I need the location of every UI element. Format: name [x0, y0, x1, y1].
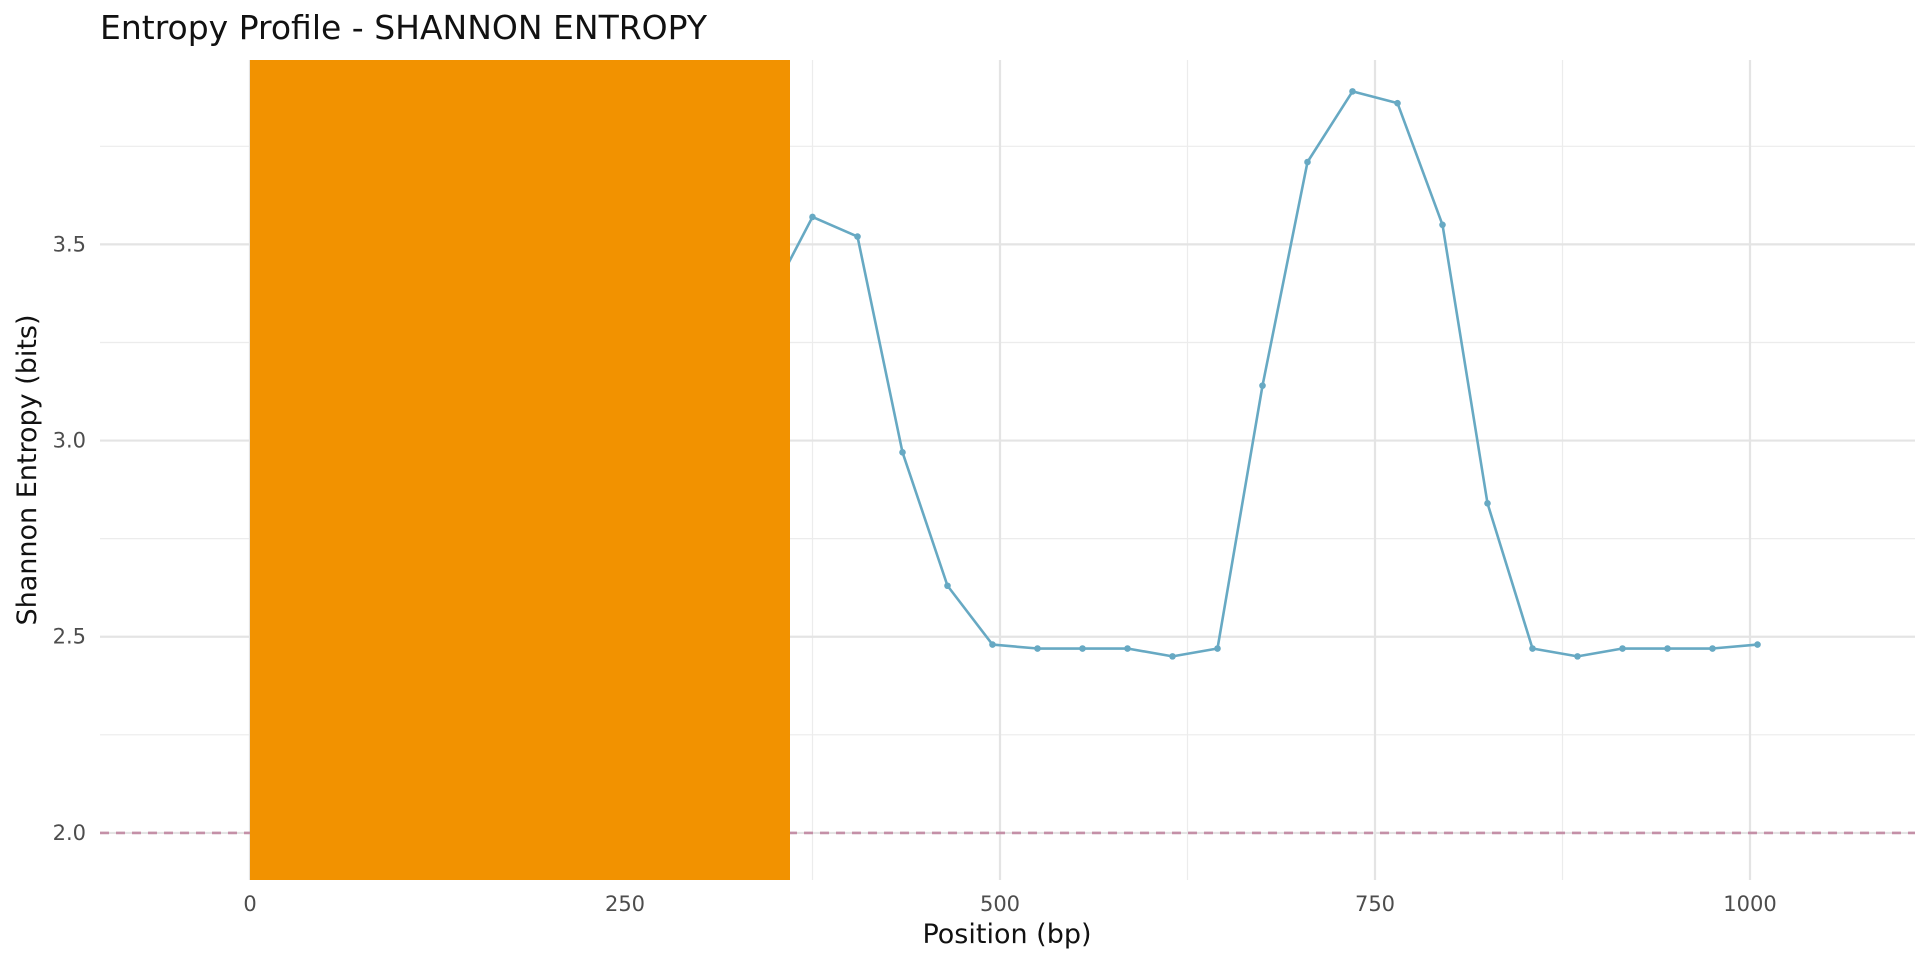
data-point: [1034, 645, 1041, 652]
data-point: [1124, 645, 1131, 652]
data-point: [1439, 221, 1446, 229]
data-point: [1349, 88, 1356, 95]
data-point: [1709, 645, 1716, 652]
data-point: [1529, 645, 1536, 652]
y-tick-label: 3.5: [53, 232, 86, 256]
highlight-region: [250, 60, 790, 880]
data-point: [1484, 500, 1491, 507]
data-point: [1754, 641, 1761, 648]
data-point: [944, 582, 951, 590]
data-point: [1619, 645, 1626, 652]
data-point: [1304, 158, 1311, 166]
data-point: [989, 641, 996, 648]
data-point: [854, 233, 861, 240]
data-point: [1394, 99, 1401, 107]
data-point: [1574, 653, 1581, 660]
y-tick-label: 2.5: [53, 625, 86, 649]
x-tick-label: 500: [980, 892, 1020, 916]
data-point: [1664, 645, 1671, 652]
data-point: [1079, 645, 1086, 652]
y-axis-ticks: 2.0 2.5 3.0 3.5: [53, 232, 86, 845]
y-tick-label: 3.0: [53, 429, 86, 453]
y-tick-label: 2.0: [53, 821, 86, 845]
data-point: [809, 213, 816, 221]
x-axis-label: Position (bp): [922, 919, 1091, 950]
y-axis-label: Shannon Entropy (bits): [12, 314, 43, 625]
x-tick-label: 1000: [1723, 892, 1776, 916]
x-tick-label: 750: [1355, 892, 1395, 916]
data-point: [1169, 653, 1176, 660]
x-tick-label: 250: [605, 892, 645, 916]
x-tick-label: 0: [243, 892, 256, 916]
x-axis-ticks: 0 250 500 750 1000: [243, 892, 1776, 916]
data-point: [899, 449, 906, 456]
data-point: [1259, 382, 1266, 389]
data-point: [1214, 645, 1221, 652]
chart-title: Entropy Profile - SHANNON ENTROPY: [100, 8, 708, 47]
